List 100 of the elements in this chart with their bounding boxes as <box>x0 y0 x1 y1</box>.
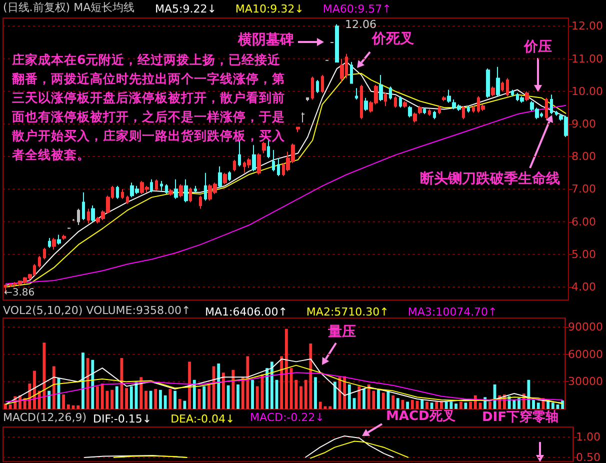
candlestick <box>418 106 422 115</box>
candlestick <box>155 178 158 192</box>
candlestick <box>555 110 558 116</box>
bar <box>183 400 186 409</box>
bar <box>168 388 172 409</box>
candlestick <box>472 106 475 114</box>
candlestick <box>438 106 441 115</box>
chart-title: VOL2(5,10,20) VOLUME:9358.00↑ <box>3 304 191 317</box>
bar <box>217 364 220 409</box>
bar <box>377 388 380 409</box>
bar <box>174 390 176 409</box>
bar <box>178 398 182 409</box>
text: MA10:9.32↓ <box>235 2 304 16</box>
y-tick-label: 1.00 <box>576 430 600 444</box>
candlestick <box>360 84 363 120</box>
candlestick <box>525 90 529 102</box>
candlestick <box>447 89 451 104</box>
bar <box>81 352 84 409</box>
candlestick <box>364 97 368 112</box>
chart-title: MACD(12,26,9) <box>3 411 87 424</box>
bar <box>435 402 438 409</box>
annotation: 价压 <box>523 39 552 55</box>
candlestick <box>350 62 353 84</box>
bar <box>154 388 158 409</box>
bar <box>454 404 458 409</box>
text: MA3:10074.70↑ <box>408 306 498 318</box>
candlestick <box>423 107 426 115</box>
text: MA5:9.22↓ <box>155 2 216 16</box>
candlestick <box>486 68 490 98</box>
candlestick <box>442 96 446 102</box>
chart-title: (日线.前复权) MA短长均线 <box>3 1 135 14</box>
bar <box>144 390 148 409</box>
y-tick-label: 6.00 <box>572 215 596 228</box>
bar <box>362 388 366 409</box>
bar <box>469 402 472 409</box>
line-series <box>304 435 394 458</box>
bar <box>207 384 210 409</box>
candlestick <box>160 180 163 192</box>
annotation: 断头铡刀跌破季生命线 <box>420 170 560 187</box>
candlestick <box>87 208 90 224</box>
bar <box>527 380 530 409</box>
candlestick <box>218 166 222 188</box>
bar <box>300 386 302 409</box>
candlestick <box>491 86 495 97</box>
bar <box>188 362 191 409</box>
bar <box>222 372 225 409</box>
bar <box>396 398 400 409</box>
candlestick <box>228 170 231 182</box>
y-tick-label: 12.00 <box>572 20 604 33</box>
candlestick <box>174 178 178 200</box>
bar <box>410 400 414 409</box>
line-series <box>310 440 409 459</box>
candlestick <box>496 66 500 97</box>
candlestick <box>277 158 280 177</box>
candlestick <box>223 172 227 185</box>
candlestick <box>121 188 124 200</box>
candlestick <box>77 208 80 226</box>
candlestick <box>194 185 197 193</box>
bar <box>532 400 535 409</box>
bar <box>164 395 167 409</box>
candlestick <box>165 184 168 195</box>
bar <box>314 377 317 409</box>
y-tick-label: 7.00 <box>572 182 596 196</box>
candlestick <box>116 185 119 200</box>
bar <box>372 390 376 409</box>
bar <box>270 362 274 409</box>
candlestick <box>428 108 431 116</box>
bar <box>66 404 70 409</box>
candlestick <box>403 100 407 108</box>
candlestick <box>204 172 207 202</box>
bar <box>386 390 390 409</box>
candlestick <box>184 178 188 203</box>
bar <box>110 390 114 409</box>
candlestick <box>550 94 553 115</box>
bar <box>284 328 288 409</box>
candlestick <box>408 106 412 118</box>
candlestick <box>433 110 436 120</box>
candlestick <box>169 188 173 196</box>
text: MACD死叉 <box>386 409 456 424</box>
candlestick <box>467 106 470 114</box>
bar <box>115 386 118 409</box>
candlestick <box>520 96 524 104</box>
bar <box>48 390 50 409</box>
text: DIF:-0.15↓ <box>93 412 152 426</box>
bar <box>328 406 332 409</box>
y-tick-label: 5.00 <box>572 248 596 261</box>
bar <box>159 390 162 409</box>
candlestick <box>38 255 41 268</box>
y-tick-label: 11.00 <box>572 52 604 66</box>
annotation: 横阴墓碑 <box>237 32 294 48</box>
annotation: 12.06 <box>345 18 376 31</box>
text: DIF下穿零轴 <box>482 409 559 425</box>
bar <box>232 370 235 409</box>
bar <box>459 402 462 409</box>
bar <box>358 386 361 409</box>
bar <box>52 366 56 409</box>
bar <box>125 388 128 409</box>
candlestick <box>501 81 504 92</box>
candlestick <box>399 96 402 108</box>
bar <box>392 395 394 409</box>
